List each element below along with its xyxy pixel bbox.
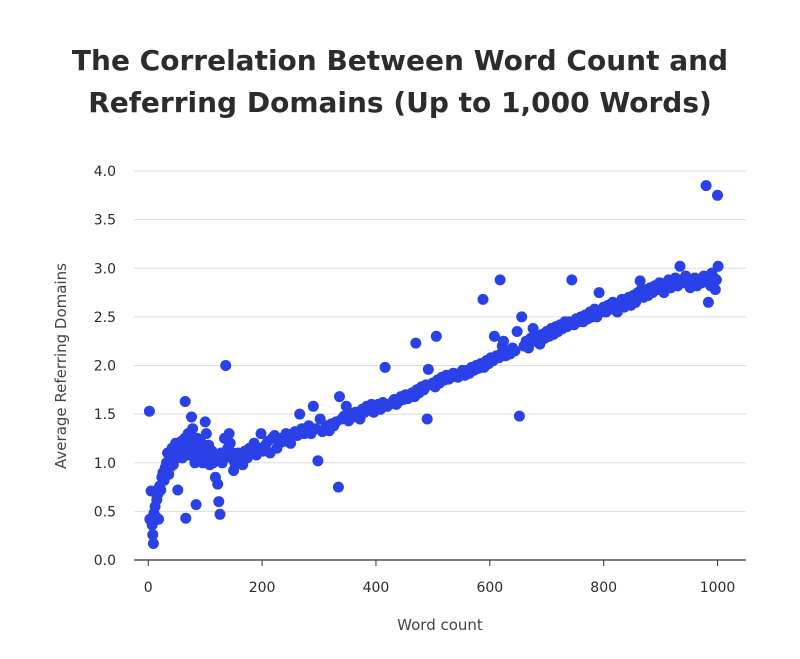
y-tick-label: 3.5 [94, 213, 116, 229]
y-tick-label: 1.5 [94, 407, 116, 423]
data-point [190, 499, 202, 511]
data-point [312, 455, 324, 467]
chart-title-line-1: The Correlation Between Word Count and [71, 44, 729, 77]
data-point [634, 275, 646, 287]
data-point [710, 274, 722, 286]
data-point [220, 360, 232, 371]
y-tick-label: 1.0 [94, 456, 116, 472]
y-tick-label: 2.5 [94, 310, 116, 326]
y-tick-label: 0.0 [94, 553, 116, 569]
data-point [593, 287, 605, 299]
data-points [143, 180, 724, 549]
data-point [143, 405, 155, 417]
data-point [516, 311, 528, 323]
x-tick-label: 800 [590, 580, 617, 596]
data-point [224, 437, 236, 449]
data-point [712, 189, 723, 201]
data-point [147, 538, 159, 549]
data-point [255, 428, 267, 440]
data-point [511, 326, 523, 337]
chart-title-line-2: Referring Domains (Up to 1,000 Words) [88, 86, 712, 119]
x-axis-ticks: 0 200 400 600 800 1000 [144, 560, 736, 596]
data-point [513, 410, 525, 422]
data-point [294, 408, 306, 420]
data-point [285, 437, 297, 449]
data-point [172, 484, 184, 496]
data-point [523, 342, 534, 354]
data-point [199, 416, 211, 428]
gridlines [134, 170, 746, 561]
data-point [494, 274, 506, 286]
data-point [566, 274, 578, 286]
data-point [180, 512, 192, 524]
data-point [498, 335, 509, 347]
data-point [212, 478, 224, 490]
data-point [674, 260, 686, 272]
data-point [179, 396, 191, 407]
data-point [155, 484, 167, 496]
data-point [709, 284, 721, 296]
x-axis-label: Word count [397, 616, 483, 634]
x-tick-label: 200 [249, 580, 276, 596]
data-point [187, 423, 199, 435]
data-point [410, 337, 422, 349]
y-tick-label: 0.5 [94, 504, 116, 520]
data-point [213, 496, 225, 508]
data-point [702, 296, 714, 308]
data-point [200, 428, 212, 440]
data-point [630, 296, 642, 308]
data-point [147, 529, 159, 541]
data-point [488, 330, 500, 342]
data-point [186, 411, 197, 423]
data-point [712, 260, 724, 272]
y-axis-ticks: 0.0 0.5 1.0 1.5 2.0 2.5 3.0 3.5 4.0 [94, 164, 116, 569]
y-tick-label: 2.0 [94, 359, 116, 375]
data-point [223, 428, 235, 440]
data-point [421, 413, 433, 425]
y-tick-label: 3.0 [94, 261, 116, 277]
data-point [314, 413, 326, 425]
data-point [153, 513, 164, 525]
x-tick-label: 0 [144, 580, 153, 596]
x-tick-label: 400 [363, 580, 390, 596]
x-tick-label: 1000 [700, 580, 736, 596]
data-point [422, 363, 434, 375]
data-point [700, 180, 712, 192]
data-point [477, 293, 489, 305]
chart-title: The Correlation Between Word Count and R… [0, 40, 800, 124]
data-point [214, 508, 226, 520]
y-tick-label: 4.0 [94, 164, 116, 180]
data-point [332, 481, 344, 493]
data-point [307, 400, 319, 412]
data-point [509, 345, 521, 357]
data-point [379, 361, 391, 373]
y-axis-label: Average Referring Domains [52, 263, 70, 469]
x-tick-label: 600 [476, 580, 503, 596]
data-point [430, 330, 442, 342]
data-point [334, 391, 345, 403]
